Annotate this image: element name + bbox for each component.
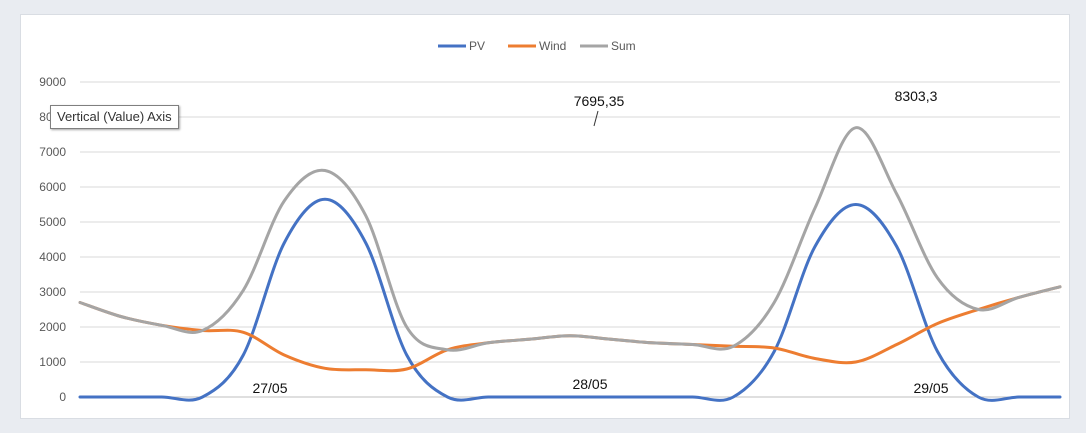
annotations: 7695,35 8303,3 27/05 28/05 29/05	[252, 88, 948, 396]
series-line-wind[interactable]	[78, 285, 1062, 373]
legend-label-wind: Wind	[539, 39, 566, 53]
y-tick-label: 7000	[39, 145, 66, 159]
date-label: 28/05	[572, 376, 607, 392]
series-lines	[78, 126, 1062, 402]
date-label: 27/05	[252, 380, 287, 396]
peak-data-label: 7695,35	[574, 93, 625, 109]
peak-data-label: 8303,3	[895, 88, 938, 104]
y-tick-label: 9000	[39, 75, 66, 89]
series-line-sum[interactable]	[78, 126, 1062, 352]
data-label-leader	[593, 110, 599, 127]
y-tick-label: 1000	[39, 355, 66, 369]
date-label: 29/05	[913, 380, 948, 396]
y-tick-label: 2000	[39, 320, 66, 334]
y-tick-label: 6000	[39, 180, 66, 194]
y-axis[interactable]: 0100020003000400050006000700080009000	[39, 75, 66, 404]
y-tick-label: 4000	[39, 250, 66, 264]
legend-label-pv: PV	[469, 39, 485, 53]
y-tick-label: 3000	[39, 285, 66, 299]
y-tick-label: 5000	[39, 215, 66, 229]
legend-label-sum: Sum	[611, 39, 636, 53]
y-tick-label: 0	[59, 390, 66, 404]
axis-tooltip: Vertical (Value) Axis	[50, 105, 179, 129]
series-line-pv[interactable]	[78, 197, 1062, 402]
legend: PV Wind Sum	[438, 39, 636, 53]
gridlines	[80, 81, 1060, 398]
